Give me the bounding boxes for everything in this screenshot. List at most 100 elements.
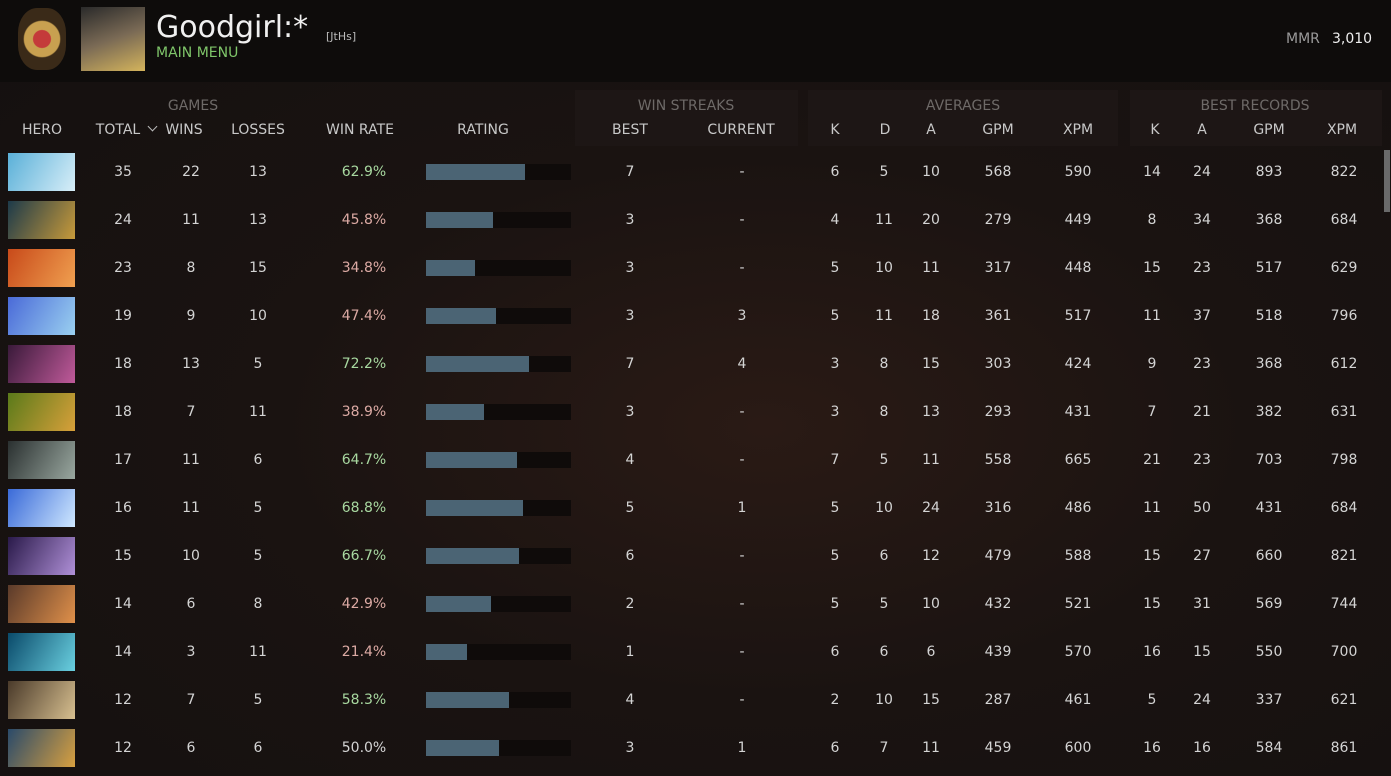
hero-icon[interactable]	[8, 585, 75, 623]
stat-cell: 13	[249, 212, 267, 228]
hero-icon[interactable]	[8, 489, 75, 527]
hero-icon[interactable]	[8, 729, 75, 767]
avatar[interactable]	[81, 7, 145, 71]
stat-cell: 621	[1330, 692, 1358, 708]
stat-cell: 34	[1193, 212, 1211, 228]
win-rate: 72.2%	[341, 356, 387, 372]
stat-cell: 15	[922, 692, 940, 708]
stat-cell: 6	[253, 452, 263, 468]
stat-cell: 23	[1193, 260, 1211, 276]
column-header[interactable]: K	[830, 122, 840, 138]
stat-cell: 19	[114, 308, 132, 324]
hero-icon[interactable]	[8, 393, 75, 431]
stat-cell: 18	[922, 308, 940, 324]
stat-cell: 11	[182, 500, 200, 516]
stat-cell: 6	[830, 164, 840, 180]
column-header[interactable]: GPM	[982, 122, 1014, 138]
hero-icon[interactable]	[8, 297, 75, 335]
stat-cell: 5	[253, 356, 263, 372]
column-header[interactable]: K	[1150, 122, 1160, 138]
column-header[interactable]: BEST	[612, 122, 648, 138]
stat-cell: 5	[1147, 692, 1157, 708]
column-header[interactable]: WIN RATE	[326, 122, 394, 138]
hero-icon[interactable]	[8, 537, 75, 575]
stat-cell: 5	[830, 500, 840, 516]
column-header[interactable]: XPM	[1062, 122, 1094, 138]
stat-cell: 5	[830, 548, 840, 564]
hero-icon[interactable]	[8, 201, 75, 239]
hero-icon[interactable]	[8, 249, 75, 287]
stat-cell: 16	[1143, 740, 1161, 756]
group-header: BEST RECORDS	[1200, 98, 1310, 114]
stat-cell: 279	[984, 212, 1012, 228]
stat-cell: 13	[922, 404, 940, 420]
stat-cell: 3	[625, 308, 635, 324]
stat-cell: 479	[984, 548, 1012, 564]
stat-cell: 3	[830, 404, 840, 420]
sort-icon[interactable]	[147, 121, 158, 132]
hero-icon[interactable]	[8, 681, 75, 719]
stat-cell: 11	[249, 404, 267, 420]
stat-cell: 7	[830, 452, 840, 468]
rating-bar	[426, 500, 524, 516]
stat-cell: 11	[875, 212, 893, 228]
scrollbar[interactable]	[1384, 150, 1390, 212]
column-header[interactable]: D	[879, 122, 891, 138]
column-header[interactable]: GPM	[1253, 122, 1285, 138]
column-header[interactable]: CURRENT	[707, 122, 775, 138]
win-rate: 68.8%	[341, 500, 387, 516]
stat-cell: 11	[922, 740, 940, 756]
column-header[interactable]: WINS	[165, 122, 203, 138]
stat-cell: 5	[879, 164, 889, 180]
stat-cell: 6	[830, 644, 840, 660]
hero-icon[interactable]	[8, 153, 75, 191]
stat-cell: 822	[1330, 164, 1358, 180]
stat-cell: 11	[249, 644, 267, 660]
stat-cell: 9	[186, 308, 196, 324]
stat-cell: 21	[1143, 452, 1161, 468]
stat-cell: 1	[737, 500, 747, 516]
stat-cell: 8	[186, 260, 196, 276]
stat-cell: 5	[253, 500, 263, 516]
stat-cell: 11	[182, 212, 200, 228]
rating-bar	[426, 596, 492, 612]
win-rate: 21.4%	[341, 644, 387, 660]
stat-cell: 486	[1064, 500, 1092, 516]
stat-cell: 4	[625, 452, 635, 468]
stat-cell: 368	[1255, 212, 1283, 228]
column-header[interactable]: A	[926, 122, 936, 138]
hero-icon[interactable]	[8, 441, 75, 479]
stat-cell: 432	[984, 596, 1012, 612]
stat-cell: 550	[1255, 644, 1283, 660]
column-header[interactable]: XPM	[1326, 122, 1358, 138]
column-header[interactable]: TOTAL	[95, 122, 141, 138]
stat-cell: 821	[1330, 548, 1358, 564]
stat-cell: 24	[114, 212, 132, 228]
stat-cell: -	[739, 212, 745, 228]
column-header[interactable]: A	[1197, 122, 1207, 138]
stat-cell: 5	[830, 260, 840, 276]
hero-icon[interactable]	[8, 633, 75, 671]
stat-cell: 3	[625, 260, 635, 276]
stat-cell: 11	[875, 308, 893, 324]
header-panel	[808, 90, 1118, 146]
stat-cell: -	[739, 164, 745, 180]
stat-cell: 7	[1147, 404, 1157, 420]
main-menu-link[interactable]: MAIN MENU	[156, 45, 239, 61]
stat-cell: 3	[625, 740, 635, 756]
stat-cell: 11	[922, 452, 940, 468]
hero-icon[interactable]	[8, 345, 75, 383]
stat-cell: 12	[922, 548, 940, 564]
stat-cell: 521	[1064, 596, 1092, 612]
stat-cell: 12	[114, 692, 132, 708]
stat-cell: 8	[879, 356, 889, 372]
column-header[interactable]: RATING	[457, 122, 509, 138]
win-rate: 45.8%	[341, 212, 387, 228]
win-rate: 42.9%	[341, 596, 387, 612]
rating-bar	[426, 308, 496, 324]
stat-cell: 23	[1193, 356, 1211, 372]
stat-cell: 700	[1330, 644, 1358, 660]
column-header[interactable]: LOSSES	[231, 122, 285, 138]
stat-cell: 5	[253, 692, 263, 708]
